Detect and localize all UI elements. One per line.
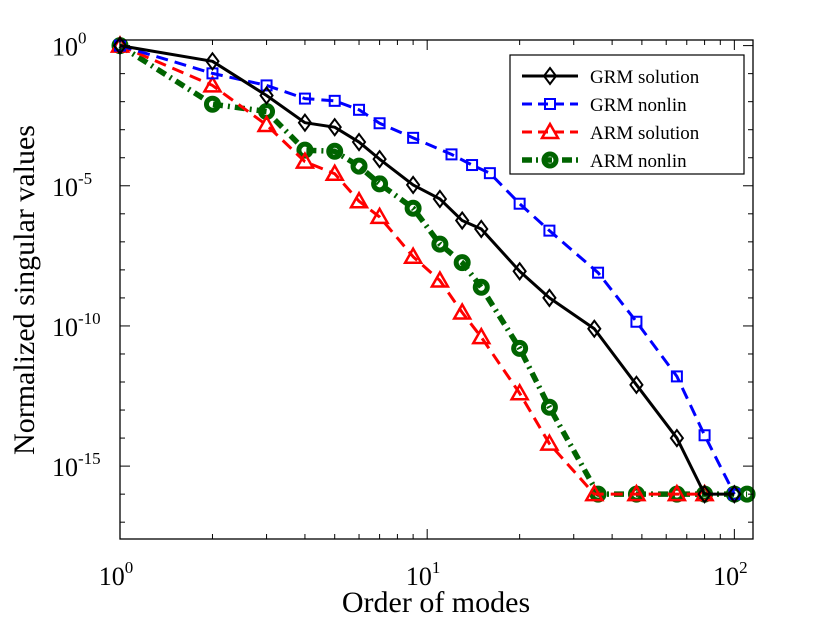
legend-entries: GRM solution GRM nonlin ARM solution ARM no… bbox=[522, 66, 700, 172]
arm-nonlin-circle-marker bbox=[453, 254, 471, 272]
legend-label-grm-nonlin: GRM nonlin bbox=[590, 95, 687, 116]
grm-solution-diamond-marker bbox=[205, 51, 220, 71]
arm-solution-triangle-marker bbox=[369, 206, 390, 225]
arm-nonlin-circle-marker bbox=[472, 278, 490, 296]
legend: GRM solution GRM nonlin ARM solution ARM no… bbox=[509, 54, 745, 175]
grm-solution-diamond-marker bbox=[297, 113, 313, 133]
grm-solution-diamond-marker bbox=[454, 210, 470, 231]
legend-arm-solution-triangle-marker bbox=[539, 121, 561, 140]
grm-solution-line bbox=[119, 44, 735, 496]
arm-solution-triangle-marker bbox=[294, 151, 316, 169]
legend-item-grm-nonlin: GRM nonlin bbox=[522, 95, 687, 116]
grm-nonlin-square-marker bbox=[513, 197, 526, 210]
series-grm-solution bbox=[112, 35, 742, 504]
grm-nonlin-square-marker bbox=[630, 315, 643, 328]
y-tick-exponent: -5 bbox=[78, 169, 92, 188]
legend-item-arm-solution: ARM solution bbox=[522, 121, 700, 144]
legend-grm-solution-diamond-marker bbox=[542, 66, 558, 86]
grm-nonlin-square-marker bbox=[483, 167, 496, 180]
arm-nonlin-circle-marker bbox=[431, 235, 449, 253]
arm-nonlin-circle-marker bbox=[326, 142, 344, 160]
grm-nonlin-square-marker bbox=[466, 159, 479, 172]
axis-ticks bbox=[119, 40, 753, 539]
arm-solution-triangle-marker bbox=[348, 190, 370, 209]
x-tick-exponent: 2 bbox=[739, 558, 748, 577]
x-tick-exponent: 0 bbox=[125, 558, 134, 577]
grm-solution-diamond-marker bbox=[405, 175, 421, 195]
grm-nonlin-square-marker bbox=[592, 266, 605, 279]
axes-frame bbox=[119, 39, 754, 540]
arm-solution-triangle-marker bbox=[202, 74, 223, 93]
grm-nonlin-square-marker bbox=[373, 117, 386, 130]
grm-solution-diamond-marker bbox=[727, 484, 742, 504]
x-tick-exponent: 1 bbox=[432, 558, 441, 577]
grm-solution-diamond-marker bbox=[327, 117, 342, 137]
arm-nonlin-circle-marker bbox=[350, 157, 368, 175]
arm-nonlin-circle-marker bbox=[203, 95, 221, 113]
y-axis-title: Normalized singular values bbox=[8, 125, 41, 455]
arm-solution-triangle-marker bbox=[666, 483, 688, 502]
arm-solution-triangle-marker bbox=[626, 483, 647, 502]
grm-solution-diamond-marker bbox=[474, 219, 489, 239]
arm-solution-triangle-marker bbox=[324, 163, 345, 181]
legend-label-grm-solution: GRM solution bbox=[590, 67, 700, 88]
arm-solution-triangle-marker bbox=[539, 433, 560, 451]
grm-solution-diamond-marker bbox=[512, 261, 527, 281]
arm-nonlin-line bbox=[118, 43, 748, 497]
grm-nonlin-square-marker bbox=[543, 224, 556, 237]
arm-solution-triangle-marker bbox=[584, 483, 605, 502]
grm-nonlin-square-marker bbox=[670, 370, 683, 383]
grm-solution-diamond-marker bbox=[629, 375, 644, 395]
arm-nonlin-circle-marker bbox=[371, 175, 389, 193]
arm-nonlin-circle-marker bbox=[540, 398, 558, 416]
arm-nonlin-circle-marker bbox=[511, 339, 529, 357]
grm-solution-diamond-marker bbox=[669, 428, 685, 448]
grm-nonlin-square-marker bbox=[445, 148, 458, 161]
grm-nonlin-square-marker bbox=[353, 103, 366, 116]
legend-item-arm-nonlin: ARM nonlin bbox=[522, 151, 687, 172]
series-arm-solution bbox=[109, 35, 715, 502]
arm-solution-triangle-marker bbox=[402, 246, 424, 264]
grm-solution-diamond-marker bbox=[697, 484, 712, 504]
legend-grm-nonlin-square-marker bbox=[544, 98, 556, 110]
grm-solution-diamond-marker bbox=[587, 319, 602, 339]
arm-solution-triangle-marker bbox=[471, 326, 492, 345]
y-tick-exponent: 0 bbox=[78, 29, 87, 48]
grm-solution-diamond-marker bbox=[351, 132, 367, 152]
grm-solution-diamond-marker bbox=[432, 189, 448, 209]
legend-arm-nonlin-circle-marker bbox=[541, 151, 559, 169]
grm-nonlin-square-marker bbox=[260, 79, 273, 92]
grm-nonlin-square-marker bbox=[698, 429, 711, 442]
grm-nonlin-square-marker bbox=[328, 94, 341, 107]
y-tick-label: 10-10 bbox=[52, 309, 101, 342]
grm-nonlin-square-marker bbox=[298, 92, 311, 105]
y-tick-exponent: -10 bbox=[78, 309, 101, 328]
arm-solution-line bbox=[119, 44, 705, 496]
legend-label-arm-nonlin: ARM nonlin bbox=[590, 151, 687, 172]
legend-item-grm-solution: GRM solution bbox=[522, 66, 700, 88]
arm-solution-triangle-marker bbox=[509, 382, 530, 401]
grm-nonlin-square-marker bbox=[407, 131, 420, 144]
plot-border bbox=[119, 39, 754, 540]
series-layer bbox=[109, 35, 756, 504]
arm-nonlin-circle-marker bbox=[404, 199, 422, 217]
arm-solution-triangle-marker bbox=[256, 114, 277, 133]
legend-label-arm-solution: ARM solution bbox=[590, 123, 700, 144]
grm-solution-diamond-marker bbox=[372, 149, 387, 169]
grm-solution-diamond-marker bbox=[259, 85, 274, 106]
arm-solution-triangle-marker bbox=[429, 270, 451, 288]
x-axis-title: Order of modes bbox=[342, 586, 530, 619]
grm-solution-diamond-marker bbox=[542, 288, 557, 308]
grm-nonlin-line bbox=[119, 44, 736, 495]
y-tick-exponent: -15 bbox=[78, 449, 101, 468]
arm-solution-triangle-marker bbox=[452, 301, 473, 320]
